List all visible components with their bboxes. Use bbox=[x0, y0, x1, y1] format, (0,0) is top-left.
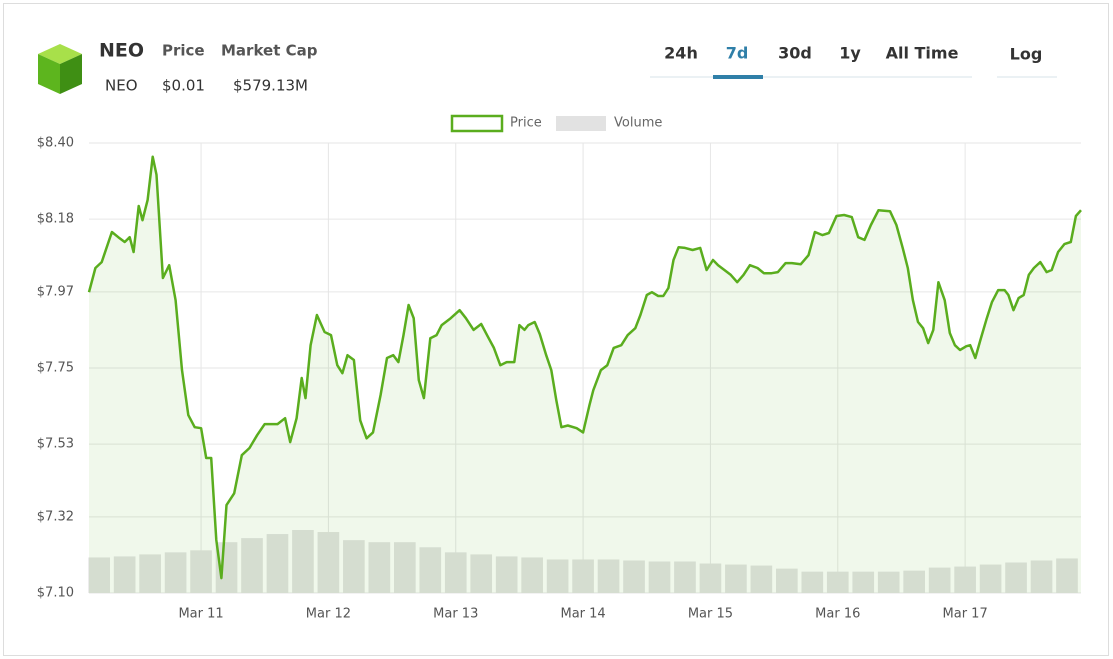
volume-bar bbox=[521, 557, 543, 593]
x-tick-label: Mar 14 bbox=[560, 607, 605, 622]
volume-bar bbox=[444, 552, 467, 593]
volume-bar bbox=[877, 571, 900, 593]
volume-bar bbox=[368, 542, 391, 593]
log-button[interactable]: Log bbox=[1010, 45, 1043, 64]
range-tab[interactable]: 24h bbox=[664, 44, 698, 63]
x-tick-label: Mar 16 bbox=[815, 607, 860, 622]
range-tab[interactable]: 30d bbox=[778, 44, 812, 63]
volume-bar bbox=[852, 571, 875, 593]
market-cap-label: Market Cap bbox=[221, 42, 318, 60]
volume-bar bbox=[826, 571, 849, 593]
volume-bar bbox=[113, 556, 136, 593]
volume-bar bbox=[776, 568, 798, 593]
coin-name: NEO bbox=[99, 40, 144, 62]
legend-swatch bbox=[556, 116, 606, 131]
volume-bar bbox=[979, 564, 1002, 593]
x-tick-label: Mar 15 bbox=[688, 607, 733, 622]
volume-bar bbox=[215, 542, 238, 593]
y-tick-label: $7.75 bbox=[37, 361, 74, 376]
volume-bar bbox=[419, 547, 442, 593]
price-value: $0.01 bbox=[162, 77, 205, 95]
y-tick-label: $8.40 bbox=[37, 136, 74, 151]
y-tick-label: $7.53 bbox=[37, 437, 74, 452]
legend-label: Volume bbox=[614, 116, 662, 131]
volume-bar bbox=[572, 559, 594, 593]
volume-bar bbox=[801, 571, 824, 593]
volume-bar bbox=[954, 566, 976, 593]
price-line bbox=[87, 155, 1082, 580]
legend-swatch bbox=[450, 114, 504, 133]
price-area bbox=[89, 156, 1081, 594]
volume-bar bbox=[470, 554, 493, 593]
x-tick-label: Mar 12 bbox=[306, 607, 351, 622]
volume-bar bbox=[597, 559, 620, 593]
volume-bar bbox=[1030, 560, 1053, 593]
volume-bar bbox=[674, 561, 696, 593]
x-tick-label: Mar 13 bbox=[433, 607, 478, 622]
volume-bar bbox=[903, 570, 926, 593]
card bbox=[3, 3, 1109, 656]
range-tab[interactable]: 1y bbox=[839, 44, 861, 63]
y-tick-label: $7.97 bbox=[37, 284, 74, 299]
volume-bar bbox=[190, 550, 212, 593]
volume-bar bbox=[343, 540, 365, 593]
volume-bar bbox=[928, 567, 951, 593]
logo bbox=[38, 44, 82, 94]
volume-bar bbox=[648, 561, 671, 593]
legend-label: Price bbox=[510, 116, 542, 131]
range-tab[interactable]: All Time bbox=[886, 44, 959, 63]
volume-bar bbox=[725, 564, 747, 593]
volume-bar bbox=[495, 556, 518, 593]
volume-bar bbox=[292, 530, 314, 593]
volume-bar bbox=[88, 557, 111, 593]
volume-bar bbox=[699, 563, 722, 593]
range-tab[interactable]: 7d bbox=[726, 44, 749, 63]
volume-bar bbox=[164, 552, 187, 593]
price-label: Price bbox=[162, 42, 205, 60]
volume-bar bbox=[139, 554, 161, 593]
coin-symbol: NEO bbox=[105, 77, 138, 95]
volume-bar bbox=[317, 532, 340, 593]
market-cap-value: $579.13M bbox=[233, 77, 308, 95]
volume-bar bbox=[750, 565, 773, 593]
volume-bar bbox=[393, 542, 416, 593]
x-tick-label: Mar 11 bbox=[178, 607, 223, 622]
y-tick-label: $8.18 bbox=[37, 212, 74, 227]
volume-bar bbox=[266, 534, 289, 593]
volume-bar bbox=[546, 559, 569, 593]
volume-bar bbox=[623, 560, 645, 593]
volume-bar bbox=[241, 538, 263, 593]
y-tick-label: $7.32 bbox=[37, 509, 74, 524]
volume-bar bbox=[1056, 558, 1078, 593]
x-tick-label: Mar 17 bbox=[943, 607, 988, 622]
volume-bar bbox=[1005, 562, 1027, 593]
active-tab-indicator bbox=[713, 75, 763, 79]
y-tick-label: $7.10 bbox=[37, 586, 74, 601]
